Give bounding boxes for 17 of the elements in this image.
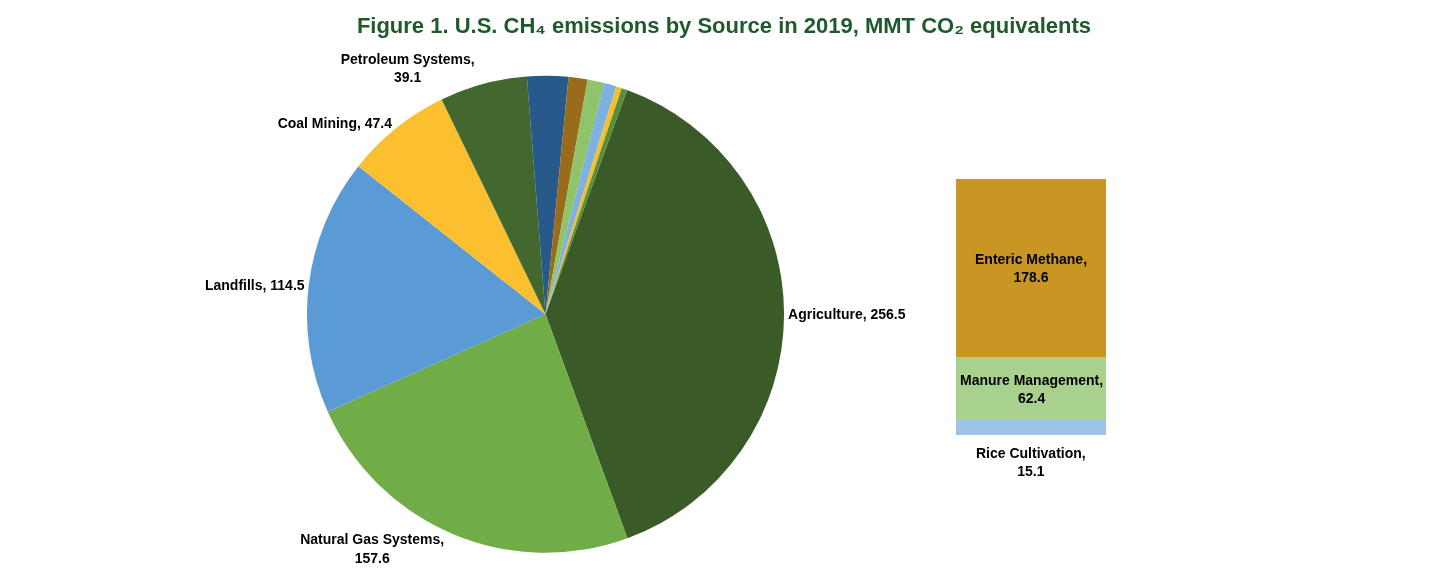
data-label: 15.1: [1017, 463, 1045, 480]
pie-slice: [526, 75, 569, 315]
series-label: Rice Cultivation,: [976, 445, 1086, 461]
series-label: Enteric Methane,: [975, 251, 1088, 267]
chart-title: Figure 1. U.S. CH₄ emissions by Source in 2019, MMT CO₂ equivalents: [356, 12, 1092, 38]
pie-slice: [545, 90, 784, 539]
data-label: 62.4: [1017, 390, 1046, 407]
data-label: 178.6: [1013, 269, 1049, 286]
slice-label: Natural Gas Systems, 157.6: [300, 531, 445, 566]
pie-slice: [307, 166, 546, 412]
slice-label: Landfills, 114.5: [204, 276, 305, 293]
slice-label: Coal Mining, 47.4: [277, 115, 393, 132]
slice-label: Agriculture, 256.5: [788, 306, 906, 323]
pie-slice: [358, 99, 546, 315]
slice-label: Petroleum Systems, 39.1: [340, 50, 475, 86]
series-label: Manure Management,: [960, 372, 1104, 388]
pie-slice: [441, 76, 546, 315]
